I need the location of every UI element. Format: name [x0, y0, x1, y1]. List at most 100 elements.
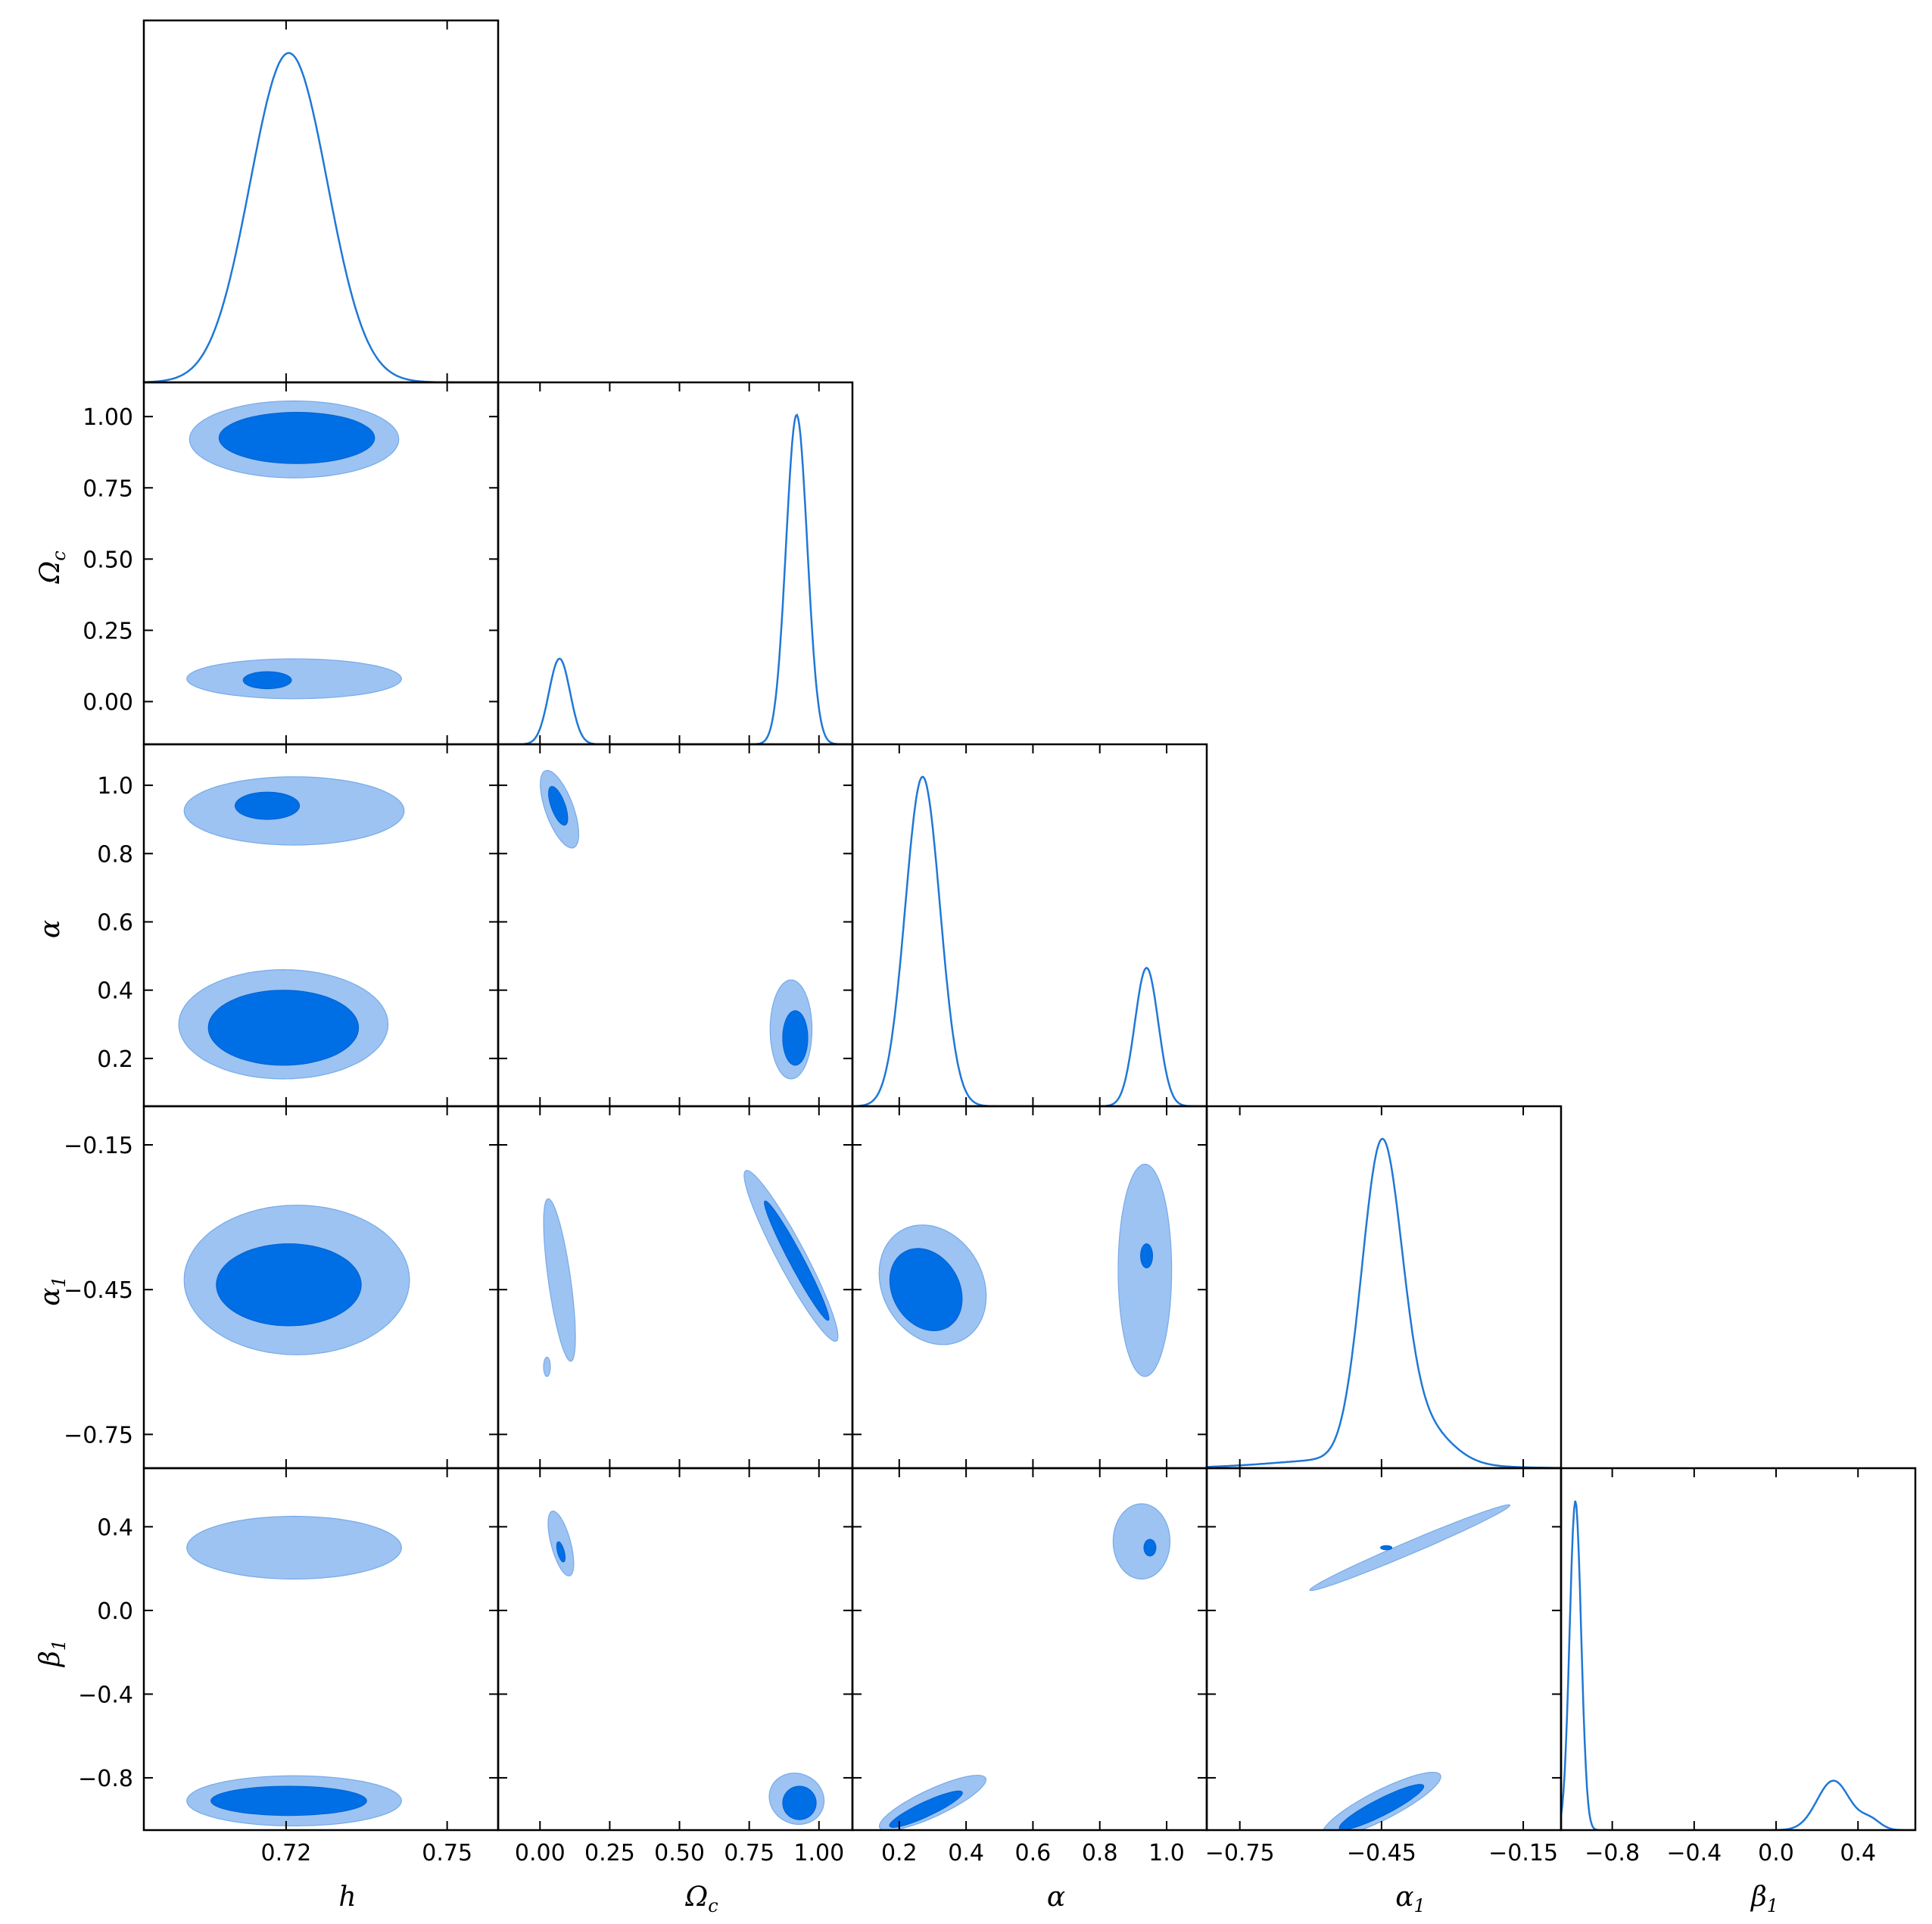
contour-68-beta1-h-0 — [210, 1785, 367, 1816]
marginal-curve-beta1 — [1561, 1500, 1915, 1830]
x-tick-label-alpha1: −0.45 — [1347, 1840, 1416, 1866]
panel-alpha1-vs-alpha — [851, 1105, 1208, 1470]
marginal-curve-Oc — [498, 413, 852, 744]
panel-Oc-vs-h — [142, 381, 500, 746]
panel-alpha-vs-h — [142, 743, 500, 1108]
panel-content — [183, 1205, 410, 1355]
x-tick-label-Oc: 1.00 — [793, 1840, 844, 1866]
contour-68-Oc-h-0 — [218, 411, 375, 464]
contour-95-alpha1-alpha-1 — [1117, 1163, 1173, 1377]
contour-68-Oc-h-1 — [242, 671, 292, 690]
x-tick-label-alpha: 0.2 — [881, 1840, 918, 1866]
x-axis-label-alpha1-subscript: 1 — [1414, 1895, 1426, 1916]
x-tick-label-alpha: 0.8 — [1082, 1840, 1118, 1866]
panel-beta1-vs-alpha — [851, 1467, 1208, 1832]
contour-95-alpha1-Oc-0 — [543, 1198, 576, 1362]
contour-68-alpha-h-0 — [234, 791, 301, 820]
x-tick-label-beta1: 0.4 — [1840, 1840, 1876, 1866]
x-axis-label-h-symbol: h — [338, 1882, 356, 1913]
contour-68-beta1-Oc-0 — [556, 1541, 566, 1563]
contour-68-alpha-Oc-1 — [782, 1010, 809, 1066]
panel-frame — [1560, 1467, 1917, 1832]
y-tick-label-alpha1: −0.45 — [64, 1277, 133, 1304]
panel-frame — [142, 19, 500, 384]
x-tick-label-Oc: 0.75 — [724, 1840, 774, 1866]
contour-95-Oc-h-1 — [186, 658, 403, 700]
panel-h-marginal — [142, 19, 500, 384]
contour-68-beta1-Oc-1 — [782, 1785, 817, 1820]
contour-68-alpha1-h-0 — [216, 1243, 362, 1327]
x-tick-label-h: 0.72 — [261, 1840, 312, 1866]
y-axis-label-Oc: Ωc — [35, 550, 70, 584]
x-axis-label-Oc: Ωc — [684, 1882, 718, 1916]
y-tick-label-alpha: 0.4 — [97, 978, 133, 1005]
panel-content — [186, 400, 403, 700]
x-axis-label-alpha-symbol: α — [1047, 1882, 1065, 1913]
marginal-curve-alpha — [852, 775, 1207, 1106]
y-tick-label-beta1: 0.4 — [97, 1514, 133, 1541]
y-axis-label-alpha1-symbol: α — [35, 1287, 66, 1305]
x-axis-label-h: h — [338, 1882, 356, 1913]
x-tick-label-Oc: 0.00 — [515, 1840, 566, 1866]
y-tick-label-alpha1: −0.75 — [64, 1422, 133, 1448]
contour-68-beta1-alpha-0 — [1143, 1539, 1157, 1557]
marginal-curve-h — [144, 51, 498, 382]
panel-content — [178, 776, 405, 1080]
y-axis-label-beta1-symbol: β — [35, 1651, 66, 1668]
panel-frame — [497, 381, 854, 746]
contour-95-alpha1-Oc-1 — [543, 1356, 551, 1377]
x-tick-label-alpha1: −0.75 — [1205, 1840, 1275, 1866]
contour-68-beta1-alpha1-1 — [1338, 1784, 1425, 1830]
y-axis-label-beta1-subscript: 1 — [48, 1639, 70, 1651]
x-axis-label-Oc-symbol: Ω — [684, 1882, 708, 1913]
panel-content — [498, 413, 852, 744]
marginal-curve-alpha1 — [1207, 1137, 1561, 1468]
y-tick-label-beta1: −0.4 — [78, 1682, 133, 1708]
y-tick-label-Oc: 0.50 — [83, 547, 133, 573]
contour-68-alpha1-alpha-0 — [889, 1248, 963, 1332]
panel-beta1-vs-h — [142, 1467, 500, 1832]
y-tick-label-alpha: 0.2 — [97, 1046, 133, 1073]
panel-content — [543, 1170, 839, 1377]
x-tick-label-h: 0.75 — [422, 1840, 472, 1866]
y-tick-label-Oc: 0.25 — [83, 618, 133, 644]
panel-content — [1309, 1504, 1511, 1830]
panel-content — [878, 1503, 1171, 1830]
panel-alpha-marginal — [851, 743, 1208, 1108]
x-axis-label-alpha: α — [1047, 1882, 1065, 1913]
panel-beta1-marginal — [1560, 1467, 1917, 1832]
panel-content — [852, 775, 1207, 1106]
contour-68-alpha-h-1 — [207, 990, 360, 1066]
y-axis-label-Oc-subscript: c — [48, 550, 70, 560]
x-tick-label-beta1: −0.4 — [1666, 1840, 1722, 1866]
y-tick-label-alpha: 1.0 — [97, 773, 133, 800]
y-axis-label-alpha1: α1 — [35, 1276, 70, 1306]
panel-content — [144, 51, 498, 382]
panel-content — [1561, 1500, 1915, 1830]
y-axis-label-beta1: β1 — [35, 1639, 70, 1668]
y-axis-label-alpha1-subscript: 1 — [48, 1276, 70, 1287]
panel-alpha1-marginal — [1205, 1105, 1563, 1470]
x-axis-label-beta1-symbol: β — [1750, 1882, 1767, 1913]
y-axis-label-alpha-symbol: α — [35, 920, 66, 938]
x-axis-label-beta1: β1 — [1750, 1882, 1778, 1916]
contour-68-alpha1-Oc-0 — [764, 1200, 830, 1321]
x-tick-label-beta1: −0.8 — [1585, 1840, 1640, 1866]
y-axis-label-alpha: α — [35, 920, 66, 938]
x-tick-label-alpha1: −0.15 — [1488, 1840, 1558, 1866]
y-tick-label-alpha: 0.6 — [97, 909, 133, 936]
panel-Oc-marginal — [497, 381, 854, 746]
y-tick-label-Oc: 1.00 — [83, 404, 133, 431]
panel-content — [186, 1515, 403, 1827]
x-axis-label-Oc-subscript: c — [708, 1895, 718, 1916]
panel-frame — [1205, 1467, 1563, 1832]
y-tick-label-Oc: 0.00 — [83, 690, 133, 716]
y-tick-label-Oc: 0.75 — [83, 476, 133, 502]
x-tick-label-beta1: 0.0 — [1758, 1840, 1794, 1866]
panel-content — [547, 1510, 825, 1825]
x-tick-label-Oc: 0.25 — [584, 1840, 635, 1866]
x-tick-label-alpha: 0.4 — [948, 1840, 984, 1866]
y-tick-label-beta1: 0.0 — [97, 1598, 133, 1625]
y-tick-label-alpha: 0.8 — [97, 841, 133, 868]
